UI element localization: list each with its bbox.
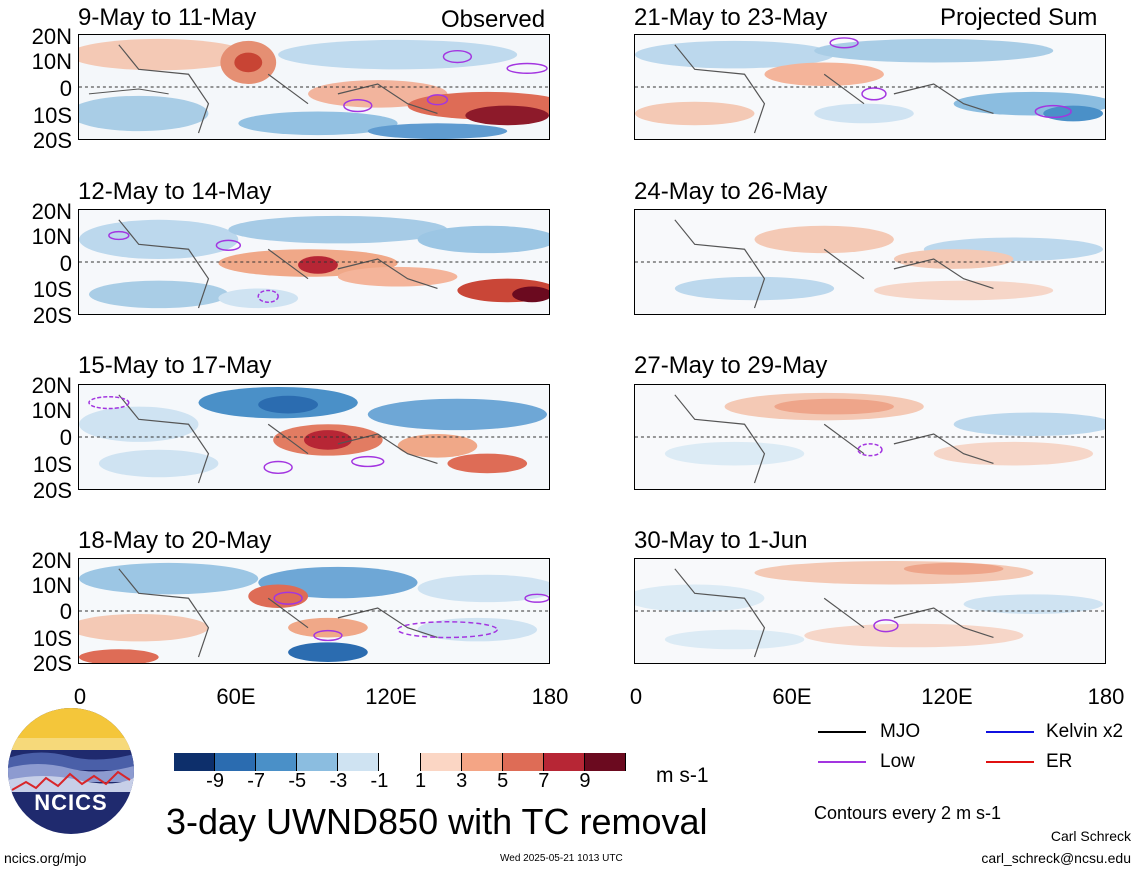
map-panel-projected-2: [634, 209, 1106, 315]
contours-note: Contours every 2 m s-1: [814, 803, 1002, 823]
lat-label: 0: [59, 599, 72, 624]
lat-label: 20S: [32, 478, 72, 503]
low-line: [818, 761, 866, 763]
projected-sum-label: Projected Sum: [940, 4, 1098, 31]
units-label: m s-1: [656, 764, 709, 787]
map-panel-observed-4: [78, 558, 550, 664]
colorbar-cell: [174, 753, 216, 771]
ncics-logo: NCICS: [8, 708, 134, 834]
lon-label: 180: [531, 684, 569, 709]
footer-timestamp: Wed 2025-05-21 1013 UTC: [500, 853, 623, 864]
panel-title: 24-May to 26-May: [634, 178, 828, 205]
lat-label: 10N: [31, 573, 72, 598]
colorbar-cell: [461, 753, 503, 771]
colorbar-tick-label: -3: [329, 770, 348, 792]
panel-title: 9-May to 11-May: [78, 4, 257, 31]
main-title: 3-day UWND850 with TC removal: [166, 801, 708, 842]
footer-url[interactable]: ncics.org/mjo: [4, 850, 87, 866]
lat-label: 20N: [31, 24, 72, 49]
panel-title: 12-May to 14-May: [78, 178, 272, 205]
lat-label: 0: [59, 425, 72, 450]
lat-label: 10S: [32, 277, 72, 302]
lon-label: 120E: [921, 684, 973, 709]
colorbar-tick-label: 7: [538, 770, 550, 792]
lat-label: 0: [59, 76, 72, 101]
map-panel-observed-2: [78, 209, 550, 315]
lat-label: 20S: [32, 128, 72, 153]
lat-label: 10N: [31, 398, 72, 423]
kelvin-line: [986, 731, 1034, 733]
mjo-label: MJO: [880, 721, 921, 742]
map-panel-observed-1: [78, 34, 550, 140]
lon-label: 180: [1087, 684, 1125, 709]
lon-label: 0: [73, 684, 87, 709]
colorbar-cell: [379, 753, 421, 771]
colorbar-tick-label: 5: [497, 770, 509, 792]
mjo-line: [818, 731, 866, 733]
colorbar-cell: [256, 753, 298, 771]
colorbar-cell: [584, 753, 626, 771]
lat-label: 0: [59, 251, 72, 276]
lat-label: 10S: [32, 626, 72, 651]
footer-email[interactable]: carl_schreck@ncsu.edu: [981, 850, 1131, 866]
lat-label: 10N: [31, 224, 72, 249]
panel-title: 30-May to 1-Jun: [634, 527, 808, 554]
lat-label: 20N: [31, 373, 72, 398]
colorbar-tick-label: -9: [206, 770, 224, 792]
lon-label: 0: [629, 684, 643, 709]
observed-label: Observed: [441, 6, 546, 33]
map-panel-projected-1: [634, 34, 1106, 140]
colorbar-tick-label: 3: [456, 770, 468, 792]
colorbar-tick-label: 9: [579, 770, 591, 792]
low-label: Low: [880, 751, 915, 772]
panel-title: 18-May to 20-May: [78, 527, 272, 554]
lat-label: 20S: [32, 303, 72, 328]
map-panel-projected-4: [634, 558, 1106, 664]
kelvin-label: Kelvin x2: [1046, 721, 1124, 742]
colorbar-tick-label: -7: [247, 770, 266, 792]
er-label: ER: [1046, 751, 1073, 772]
colorbar-cell: [502, 753, 544, 771]
colorbar-tick-label: -5: [288, 770, 307, 792]
lon-label: 120E: [365, 684, 417, 709]
lat-label: 10N: [31, 49, 72, 74]
lat-label: 10S: [32, 452, 72, 477]
map-panel-projected-3: [634, 384, 1106, 490]
colorbar-cell: [215, 753, 257, 771]
panel-title: 27-May to 29-May: [634, 352, 828, 379]
colorbar-cell: [297, 753, 339, 771]
logo-text: NCICS: [34, 790, 108, 815]
colorbar-cell: [338, 753, 380, 771]
er-line: [986, 761, 1034, 763]
footer-author: Carl Schreck: [1050, 828, 1131, 844]
panel-title: 15-May to 17-May: [78, 352, 272, 379]
colorbar-cell: [543, 753, 585, 771]
panel-title: 21-May to 23-May: [634, 4, 828, 31]
lat-label: 20S: [32, 651, 72, 676]
lat-label: 20N: [31, 548, 72, 573]
lat-label: 20N: [31, 199, 72, 224]
colorbar-tick-label: 1: [414, 770, 427, 792]
lon-label: 60E: [216, 684, 256, 709]
colorbar-tick-label: -1: [370, 770, 389, 792]
lon-label: 60E: [772, 684, 812, 709]
lat-label: 10S: [32, 103, 72, 128]
colorbar-cell: [420, 753, 462, 771]
map-panel-observed-3: [78, 384, 550, 490]
